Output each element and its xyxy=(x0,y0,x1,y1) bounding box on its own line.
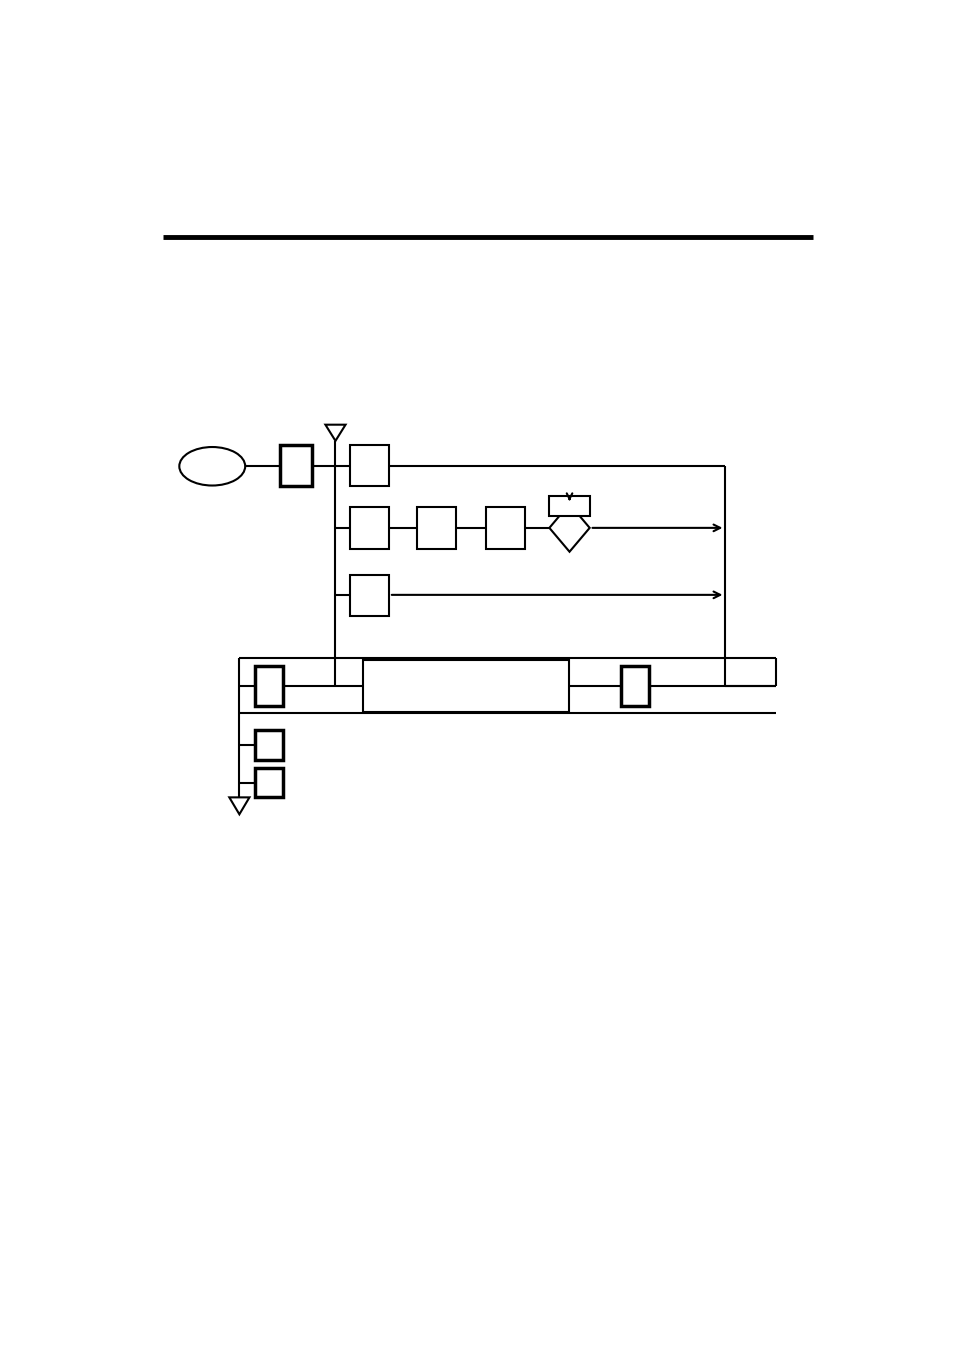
Bar xyxy=(620,666,649,705)
Bar xyxy=(254,731,282,759)
Polygon shape xyxy=(549,504,589,551)
Bar xyxy=(254,769,282,797)
Bar xyxy=(549,496,589,516)
Bar xyxy=(254,666,282,705)
Bar xyxy=(350,507,389,550)
Bar xyxy=(350,574,389,616)
Polygon shape xyxy=(325,424,345,440)
Bar xyxy=(350,444,389,485)
Ellipse shape xyxy=(179,447,245,485)
Bar xyxy=(279,446,312,486)
Polygon shape xyxy=(229,797,249,815)
Bar xyxy=(363,659,568,712)
Bar xyxy=(416,507,456,550)
Bar xyxy=(485,507,524,550)
